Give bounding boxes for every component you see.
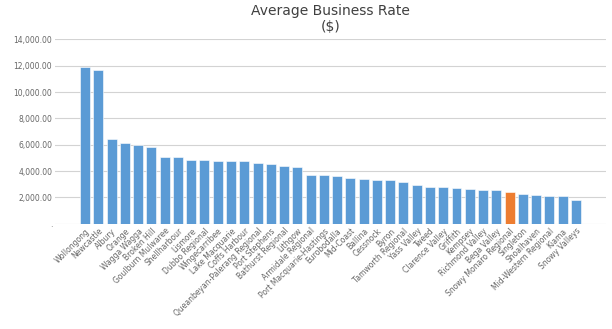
Bar: [504, 192, 515, 224]
Bar: [518, 194, 528, 224]
Bar: [372, 180, 382, 224]
Bar: [293, 167, 302, 224]
Bar: [279, 166, 289, 224]
Bar: [133, 145, 143, 224]
Bar: [452, 189, 461, 224]
Bar: [305, 175, 316, 224]
Bar: [478, 190, 488, 224]
Bar: [425, 187, 435, 224]
Bar: [146, 147, 157, 224]
Bar: [385, 180, 395, 224]
Bar: [160, 157, 170, 224]
Bar: [345, 178, 356, 224]
Bar: [491, 190, 501, 224]
Bar: [186, 160, 196, 224]
Bar: [94, 70, 103, 224]
Bar: [571, 200, 581, 224]
Bar: [438, 188, 448, 224]
Bar: [398, 182, 408, 224]
Title: Average Business Rate
($): Average Business Rate ($): [251, 4, 410, 34]
Bar: [106, 139, 117, 224]
Bar: [332, 176, 342, 224]
Bar: [173, 157, 183, 224]
Bar: [319, 175, 329, 224]
Bar: [253, 163, 263, 224]
Bar: [200, 160, 209, 224]
Bar: [558, 196, 567, 224]
Bar: [226, 161, 236, 224]
Bar: [239, 162, 249, 224]
Bar: [412, 185, 422, 224]
Bar: [213, 161, 223, 224]
Bar: [120, 143, 130, 224]
Bar: [359, 179, 368, 224]
Bar: [544, 196, 554, 224]
Bar: [465, 190, 475, 224]
Bar: [266, 164, 276, 224]
Bar: [80, 67, 90, 224]
Bar: [531, 195, 541, 224]
